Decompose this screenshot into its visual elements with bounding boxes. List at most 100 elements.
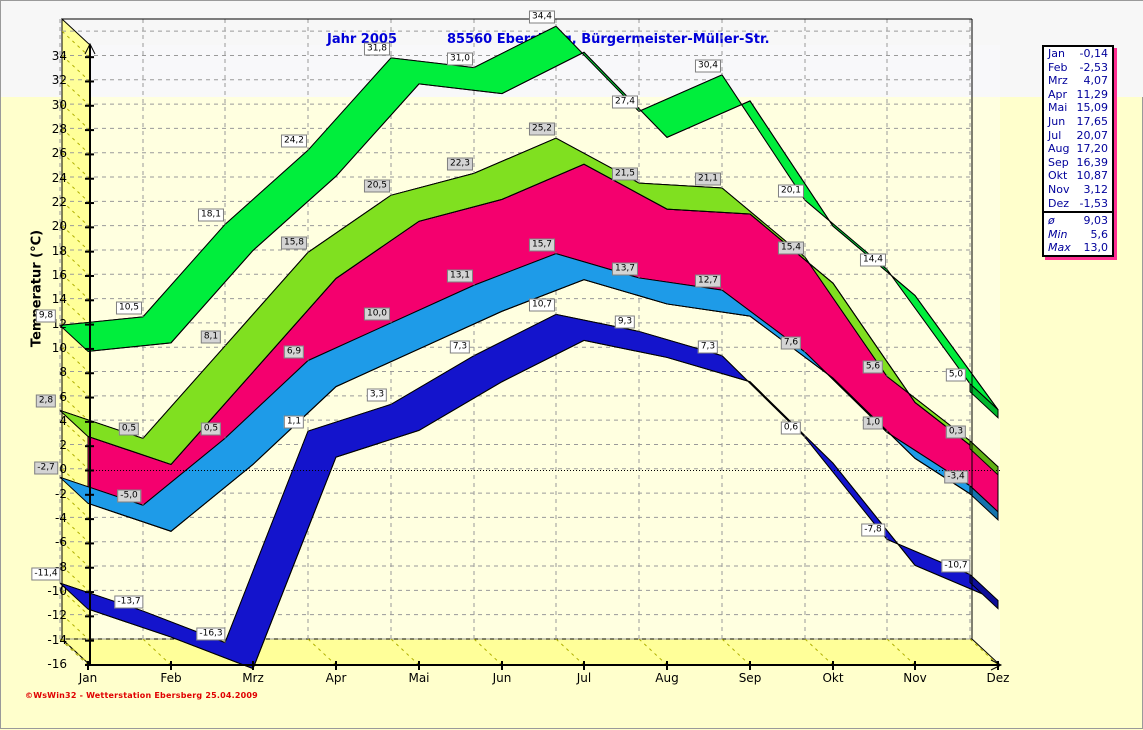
data-point-label: 0,5 xyxy=(118,422,140,436)
data-point-label: 9,3 xyxy=(614,315,636,329)
legend-row: Nov 3,12 xyxy=(1044,183,1112,197)
legend-stat-key: Min xyxy=(1048,227,1068,241)
data-point-label: 1,1 xyxy=(283,415,305,429)
data-point-label: -7,8 xyxy=(861,523,885,537)
legend-row: Dez -1,53 xyxy=(1044,197,1112,211)
data-point-label: 31,8 xyxy=(363,42,391,56)
y-tick-label: -12 xyxy=(47,608,67,623)
y-tick-label: 2 xyxy=(59,438,67,453)
y-tick-label: 30 xyxy=(51,97,67,112)
data-point-label: 5,0 xyxy=(945,368,967,382)
data-point-label: 34,4 xyxy=(528,10,556,24)
x-tick-label: Feb xyxy=(160,671,182,685)
data-point-label: 25,2 xyxy=(528,122,556,136)
data-point-label: 0,5 xyxy=(200,422,222,436)
data-point-label: 22,3 xyxy=(446,157,474,171)
data-point-label: 27,4 xyxy=(611,95,639,109)
data-point-label: 13,1 xyxy=(446,269,474,283)
data-point-label: 1,0 xyxy=(862,416,884,430)
legend-stat-row: ø 9,03 xyxy=(1044,214,1112,228)
footer-credit: ©WsWin32 - Wetterstation Ebersberg 25.04… xyxy=(25,691,258,700)
x-tick-label: Nov xyxy=(903,671,927,685)
legend-divider xyxy=(1044,211,1112,214)
data-point-label: 10,7 xyxy=(528,298,556,312)
legend-value: 3,12 xyxy=(1083,182,1109,196)
x-tick-label: Dez xyxy=(986,671,1010,685)
legend-month: Apr xyxy=(1048,87,1068,101)
data-point-label: 8,1 xyxy=(200,330,222,344)
data-point-label: 20,1 xyxy=(777,184,805,198)
legend-month: Feb xyxy=(1048,60,1068,74)
y-axis-ticks: 34 32 30 28 26 24 22 20 18 16 14 12 10 8 6 4 2 0 -2 -4 -6 -8-… xyxy=(29,1,67,730)
data-point-label: 30,4 xyxy=(694,59,722,73)
y-tick-label: 14 xyxy=(51,292,67,307)
data-point-label: 31,0 xyxy=(446,52,474,66)
data-point-label: 21,5 xyxy=(611,167,639,181)
data-point-label: 7,6 xyxy=(780,336,802,350)
x-tick-label: Jan xyxy=(78,671,98,685)
data-point-label: 21,1 xyxy=(694,172,722,186)
legend-row: Feb -2,53 xyxy=(1044,61,1112,75)
data-point-label: 12,7 xyxy=(694,274,722,288)
data-point-label: -11,4 xyxy=(31,567,61,581)
legend-row: Jun 17,65 xyxy=(1044,115,1112,129)
legend-value: 17,65 xyxy=(1076,114,1109,128)
x-tick-label: Mai xyxy=(408,671,430,685)
legend-stat-row: Min 5,6 xyxy=(1044,228,1112,242)
legend-month: Jun xyxy=(1048,114,1066,128)
y-tick-label: 0 xyxy=(59,462,67,477)
y-tick-label: 8 xyxy=(59,365,67,380)
y-tick-label: 16 xyxy=(51,267,67,282)
y-tick-label: -4 xyxy=(55,511,67,526)
y-tick-label: -2 xyxy=(55,486,67,501)
data-point-label: 0,3 xyxy=(945,425,967,439)
legend-month: Sep xyxy=(1048,155,1069,169)
y-tick-label: 4 xyxy=(59,413,67,428)
data-point-label: -16,3 xyxy=(196,627,226,641)
data-point-label: 10,5 xyxy=(115,301,143,315)
y-tick-label: -10 xyxy=(47,584,67,599)
legend-value: -0,14 xyxy=(1079,47,1108,60)
data-point-label: 0,6 xyxy=(780,421,802,435)
legend-stat-key: Max xyxy=(1048,241,1071,255)
legend-row: Jan -0,14 xyxy=(1044,47,1112,61)
y-tick-label: 26 xyxy=(51,146,67,161)
legend-row: Jul 20,07 xyxy=(1044,129,1112,143)
legend-month: Jan xyxy=(1048,47,1065,60)
legend-month: Jul xyxy=(1048,128,1062,142)
legend-value: 16,39 xyxy=(1076,155,1109,169)
legend-row: Okt 10,87 xyxy=(1044,169,1112,183)
legend-row: Mrz 4,07 xyxy=(1044,74,1112,88)
data-point-label: -3,4 xyxy=(944,470,968,484)
legend-month: Okt xyxy=(1048,169,1068,183)
legend-stat-key: ø xyxy=(1048,214,1055,228)
y-tick-label: 28 xyxy=(51,122,67,137)
data-point-label: 9,8 xyxy=(35,309,57,323)
data-point-label: 7,3 xyxy=(449,340,471,354)
data-point-label: 6,9 xyxy=(283,345,305,359)
data-point-label: 7,3 xyxy=(697,340,719,354)
legend-stat-value: 5,6 xyxy=(1090,227,1109,241)
data-point-label: 3,3 xyxy=(366,388,388,402)
y-tick-label: 20 xyxy=(51,219,67,234)
y-tick-label: 34 xyxy=(51,49,67,64)
legend-row: Mai 15,09 xyxy=(1044,101,1112,115)
y-tick-label: -16 xyxy=(47,657,67,671)
legend-value: 20,07 xyxy=(1076,128,1109,142)
legend-stat-row: Max 13,0 xyxy=(1044,241,1112,255)
legend-value: 11,29 xyxy=(1076,87,1109,101)
data-point-label: 15,7 xyxy=(528,238,556,252)
data-point-label: -10,7 xyxy=(941,559,971,573)
y-tick-label: 22 xyxy=(51,195,67,210)
y-tick-label: -14 xyxy=(47,632,67,647)
data-point-label: 10,0 xyxy=(363,307,391,321)
y-tick-label: -6 xyxy=(55,535,67,550)
monthly-means-legend: Jan -0,14 Feb -2,53 Mrz 4,07 Apr 11,29 Mai 15,09 J… xyxy=(1042,45,1114,257)
data-point-label: 24,2 xyxy=(280,134,308,148)
legend-value: -2,53 xyxy=(1079,60,1108,74)
legend-value: 15,09 xyxy=(1076,101,1109,115)
legend-value: 4,07 xyxy=(1083,74,1109,88)
legend-value: 17,20 xyxy=(1076,142,1109,156)
